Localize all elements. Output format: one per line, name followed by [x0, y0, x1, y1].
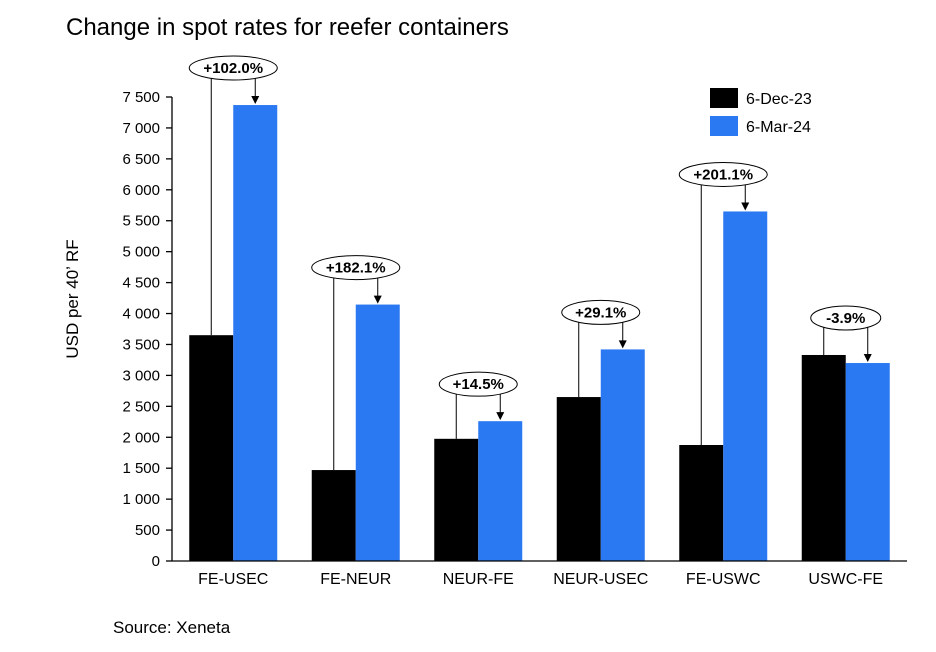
annotation-label: -3.9%	[826, 310, 865, 327]
source-note: Source: Xeneta	[113, 618, 231, 637]
y-tick-label: 3 000	[122, 367, 160, 384]
bar-neur-usec-mar24	[600, 349, 645, 561]
annotation-label: +14.5%	[453, 376, 504, 393]
bar-fe-neur-mar24	[355, 304, 400, 561]
y-tick-label: 6 500	[122, 151, 160, 168]
x-tick-label: FE-USWC	[686, 571, 761, 588]
bars	[189, 105, 890, 561]
annotation-label: +201.1%	[693, 166, 753, 183]
y-tick-label: 4 000	[122, 306, 160, 323]
legend-label: 6-Mar-24	[746, 119, 811, 136]
y-tick-label: 1 500	[122, 460, 160, 477]
annotation-bubble	[311, 255, 401, 281]
y-tick-label: 0	[152, 553, 160, 570]
bar-neur-fe-mar24	[478, 421, 523, 561]
y-tick-label: 5 500	[122, 213, 160, 230]
y-tick-label: 5 000	[122, 244, 160, 261]
y-tick-label: 2 500	[122, 398, 160, 415]
x-tick-label: FE-USEC	[198, 571, 268, 588]
annotation-bubble	[188, 55, 278, 81]
annotation-arrowhead	[373, 295, 382, 304]
bar-fe-neur-dec23	[311, 470, 356, 561]
y-tick-label: 3 500	[122, 336, 160, 353]
bar-fe-uswc-mar24	[723, 211, 768, 561]
chart-title: Change in spot rates for reefer containe…	[66, 14, 509, 41]
annotation-arrowhead	[741, 202, 750, 211]
annotation-bubble	[678, 161, 768, 187]
x-tick-label: FE-NEUR	[320, 571, 391, 588]
y-tick-label: 2 000	[122, 429, 160, 446]
y-tick-label: 4 500	[122, 275, 160, 292]
legend: 6-Dec-23 6-Mar-24	[710, 88, 812, 136]
legend-swatch-dec23	[710, 88, 738, 108]
y-axis: 0 500 1 000 1 500 2 000 2 500 3 000 3 500 4 000 4…	[122, 89, 173, 570]
change-annotations: +102.0% +182.1% +14.5% +29.1% +201.1% -3.9%	[188, 55, 882, 471]
y-tick-label: 7 500	[122, 89, 160, 106]
x-tick-label: USWC-FE	[808, 571, 883, 588]
bar-neur-fe-dec23	[434, 438, 479, 561]
annotation-bubble	[810, 305, 882, 331]
bar-fe-usec-dec23	[189, 335, 234, 561]
annotation-bubble	[561, 299, 641, 325]
x-tick-label: NEUR-FE	[443, 571, 514, 588]
bar-uswc-fe-dec23	[801, 354, 846, 561]
y-tick-label: 1 000	[122, 491, 160, 508]
bar-fe-usec-mar24	[233, 105, 278, 561]
legend-swatch-mar24	[710, 116, 738, 136]
annotation-bubble	[438, 371, 518, 397]
annotation-arrowhead	[863, 354, 872, 363]
y-tick-label: 7 000	[122, 120, 160, 137]
annotation-arrowhead	[618, 340, 627, 349]
y-tick-label: 500	[135, 522, 160, 539]
annotation-label: +102.0%	[203, 60, 263, 77]
y-tick-label: 6 000	[122, 182, 160, 199]
x-axis: FE-USEC FE-NEUR NEUR-FE NEUR-USEC FE-USWC USW…	[172, 560, 907, 588]
annotation-label: +29.1%	[575, 304, 626, 321]
bar-neur-usec-dec23	[556, 397, 601, 561]
annotation-arrowhead	[251, 96, 260, 105]
bar-uswc-fe-mar24	[845, 363, 890, 561]
y-axis-title: USD per 40’ RF	[63, 239, 82, 358]
annotation-label: +182.1%	[326, 260, 386, 277]
annotation-arrowhead	[496, 412, 505, 421]
legend-label: 6-Dec-23	[746, 91, 812, 108]
x-tick-label: NEUR-USEC	[553, 571, 648, 588]
bar-fe-uswc-dec23	[679, 445, 724, 561]
